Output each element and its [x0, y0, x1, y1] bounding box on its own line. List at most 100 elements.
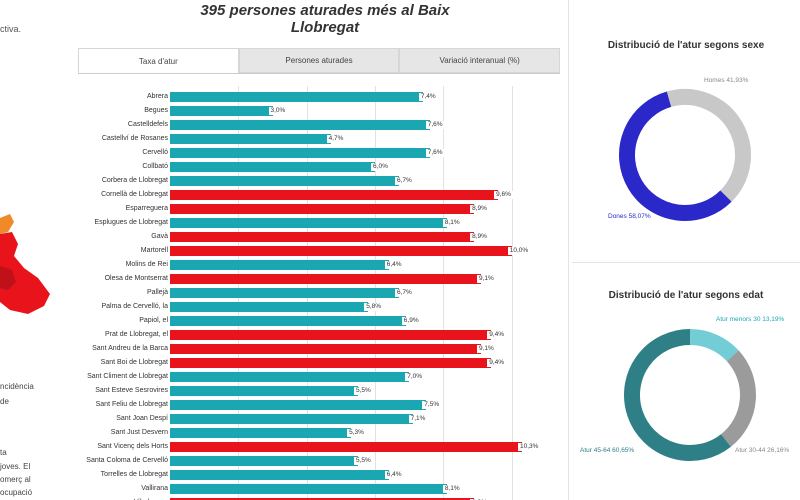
bar[interactable]: [170, 218, 447, 228]
bar-value-label: 8,9%: [470, 233, 489, 241]
bar[interactable]: [170, 316, 406, 326]
bar[interactable]: [170, 274, 481, 284]
bar-category-label: Palma de Cervelló, la: [101, 303, 168, 310]
bar-category-label: Vallirana: [141, 485, 168, 492]
bar-row[interactable]: Papiol, el 6,9%: [78, 314, 560, 328]
bar-value-label: 5,3%: [347, 429, 366, 437]
bar[interactable]: [170, 288, 399, 298]
bar-row[interactable]: Viladecans8,9%: [78, 496, 560, 500]
tab-variacio-interanual[interactable]: Variació interanual (%): [399, 48, 561, 73]
bar[interactable]: [170, 358, 492, 368]
bar-row[interactable]: Santa Coloma de Cervelló 5,5%: [78, 454, 560, 468]
bar-category-label: Begues: [144, 107, 168, 114]
bar[interactable]: [170, 456, 358, 466]
bar[interactable]: [170, 162, 376, 172]
bar-category-label: Esparreguera: [125, 205, 168, 212]
bar-row[interactable]: Castellví de Rosanes 4,7%: [78, 132, 560, 146]
bar[interactable]: [170, 246, 512, 256]
bar-row[interactable]: Olesa de Montserrat 9,1%: [78, 272, 560, 286]
region-map-fragment: [0, 214, 50, 314]
bar[interactable]: [170, 498, 475, 500]
bar-value-label: 5,5%: [353, 387, 373, 395]
bar-row[interactable]: Sant Boi de Llobregat 9,4%: [78, 356, 560, 370]
bar-category-label: Abrera: [146, 93, 168, 100]
bar-row[interactable]: Palma de Cervelló, la 5,8%: [78, 300, 560, 314]
bar[interactable]: [170, 120, 430, 130]
left-text-line: de: [0, 397, 9, 406]
bar-row[interactable]: Castelldefels 7,6%: [78, 118, 560, 132]
bar-row[interactable]: Sant Andreu de la Barca 9,1%: [78, 342, 560, 356]
bar[interactable]: [170, 302, 369, 312]
donut-slice-dones[interactable]: [619, 91, 732, 221]
bar-row[interactable]: Sant Vicenç dels Horts 10,3%: [78, 440, 560, 454]
bar[interactable]: [170, 260, 389, 270]
bar-row[interactable]: Corbera de Llobregat 6,7%: [78, 174, 560, 188]
bar-value-label: 8,9%: [470, 205, 489, 213]
bar-row[interactable]: Gavà 8,9%: [78, 230, 560, 244]
bar-value-label: 6,4%: [384, 471, 404, 479]
bar-row[interactable]: Collbató 6,0%: [78, 160, 560, 174]
bar-value-label: 6,0%: [371, 163, 390, 171]
donut-slice-45-64[interactable]: [624, 329, 731, 461]
bar[interactable]: [170, 484, 447, 494]
bar-row[interactable]: Vallirana 8,1%: [78, 482, 560, 496]
bar[interactable]: [170, 442, 522, 452]
bar-row[interactable]: Esparreguera 8,9%: [78, 202, 560, 216]
bar-row[interactable]: Prat de Llobregat, el 9,4%: [78, 328, 560, 342]
bar-row[interactable]: Sant Esteve Sesrovires 5,5%: [78, 384, 560, 398]
bar-row[interactable]: Cervelló 7,6%: [78, 146, 560, 160]
bar[interactable]: [170, 190, 499, 200]
bar-value-label: 5,5%: [353, 457, 373, 465]
bar-row[interactable]: Sant Joan Despí 7,1%: [78, 412, 560, 426]
bar[interactable]: [170, 386, 358, 396]
bar-row[interactable]: Cornellà de Llobregat 9,6%: [78, 188, 560, 202]
donut-slice-homes[interactable]: [666, 89, 751, 202]
bar[interactable]: [170, 106, 273, 116]
bar-value-label: 4,7%: [326, 135, 346, 143]
bar-value-label: 9,4%: [487, 331, 507, 339]
donut-slice-under30[interactable]: [689, 329, 739, 362]
bar[interactable]: [170, 344, 481, 354]
bar[interactable]: [170, 232, 475, 242]
bar-category-label: Olesa de Montserrat: [104, 275, 168, 282]
bar-row[interactable]: Martorell 10,0%: [78, 244, 560, 258]
age-chart-title: Distribució de l'atur segons edat: [608, 290, 764, 301]
bar-row[interactable]: Pallejà 6,7%: [78, 286, 560, 300]
age-donut-chart: [624, 329, 756, 461]
bar[interactable]: [170, 400, 427, 410]
sex-chart-title: Distribució de l'atur segons sexe: [607, 40, 765, 51]
bar-row[interactable]: Begues 3,0%: [78, 104, 560, 118]
bar[interactable]: [170, 470, 389, 480]
bar-value-label: 10,0%: [507, 247, 531, 255]
map-region-dark: [0, 266, 16, 290]
bar-value-label: 7,1%: [408, 415, 428, 423]
bar-row[interactable]: Sant Feliu de Llobregat 7,5%: [78, 398, 560, 412]
donut-slice-30-44[interactable]: [720, 350, 756, 447]
bar[interactable]: [170, 414, 413, 424]
bar-row[interactable]: Sant Climent de Llobregat 7,0%: [78, 370, 560, 384]
bar[interactable]: [170, 92, 423, 102]
bar-row[interactable]: Molins de Rei 6,4%: [78, 258, 560, 272]
bar-row[interactable]: Torrelles de Llobregat 6,4%: [78, 468, 560, 482]
bar[interactable]: [170, 148, 430, 158]
bar-value-label: 6,7%: [394, 177, 414, 185]
bar-category-label: Papiol, el: [139, 317, 168, 324]
tab-persones-aturades[interactable]: Persones aturades: [238, 48, 400, 73]
bar-category-label: Corbera de Llobregat: [101, 177, 168, 184]
bar-category-label: Castelldefels: [127, 121, 168, 128]
bar[interactable]: [170, 372, 410, 382]
bar-row[interactable]: Abrera 7,4%: [78, 90, 560, 104]
bar-row[interactable]: Sant Just Desvern 5,3%: [78, 426, 560, 440]
bar[interactable]: [170, 134, 331, 144]
bar-row[interactable]: Esplugues de Llobregat 8,1%: [78, 216, 560, 230]
bar[interactable]: [170, 176, 399, 186]
bar-value-label: 8,1%: [442, 485, 462, 493]
bar[interactable]: [170, 204, 475, 214]
bar[interactable]: [170, 330, 492, 340]
bar-value-label: 9,4%: [487, 359, 507, 367]
tab-taxa-atur[interactable]: Taxa d'atur: [78, 48, 239, 73]
bar-value-label: 6,7%: [394, 289, 414, 297]
bar[interactable]: [170, 428, 352, 438]
bar-category-label: Sant Boi de Llobregat: [100, 359, 168, 366]
